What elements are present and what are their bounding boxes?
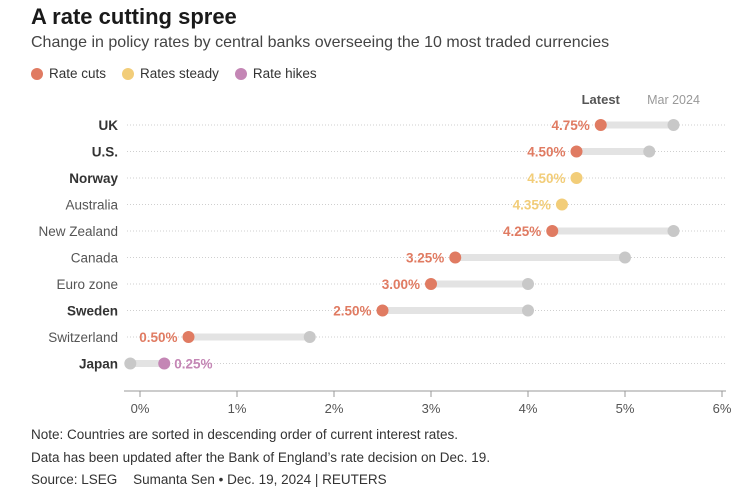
earlier-rate-dot (667, 225, 680, 237)
country-label: Switzerland (48, 330, 118, 345)
country-label: U.S. (92, 145, 118, 160)
latest-rate-dot (425, 278, 437, 290)
note-sorting: Note: Countries are sorted in descending… (31, 427, 458, 442)
country-label: Sweden (67, 304, 118, 319)
country-label: Norway (69, 171, 118, 186)
country-label: Euro zone (56, 277, 118, 292)
latest-rate-dot (570, 145, 583, 158)
latest-rate-dot (594, 119, 607, 131)
notes: Note: Countries are sorted in descending… (31, 424, 490, 492)
earlier-rate-dot (522, 278, 534, 290)
earlier-rate-dot (667, 119, 680, 131)
source: Source: LSEG (31, 472, 118, 487)
x-tick-label: 2% (325, 401, 344, 416)
rate-value-label: 4.75% (551, 118, 589, 133)
note-update: Data has been updated after the Bank of … (31, 449, 491, 465)
rate-value-label: 2.50% (333, 304, 371, 319)
x-tick-label: 3% (422, 401, 441, 416)
legend-label: Rates steady (140, 66, 219, 81)
chart-title: A rate cutting spree (31, 4, 237, 29)
country-label: Australia (65, 198, 118, 213)
legend-dot-rate-cuts-icon (31, 67, 43, 80)
earlier-rate-dot (643, 145, 656, 158)
legend-dot-rate-hikes-icon (234, 67, 247, 80)
earlier-rate-dot (303, 331, 316, 343)
earlier-rate-dot (124, 357, 137, 370)
legend-item-rate-cuts: Rate cuts (31, 66, 106, 81)
legend-item-rate-hikes: Rate hikes (234, 66, 317, 81)
x-tick-label: 5% (616, 401, 635, 416)
rate-value-label: 4.25% (503, 224, 541, 239)
latest-rate-dot (158, 357, 171, 370)
source-separator (123, 469, 127, 492)
earlier-rate-dot (619, 251, 631, 264)
byline: Sumanta Sen • Dec. 19, 2024 | REUTERS (133, 472, 387, 487)
rate-value-label: 0.25% (174, 357, 212, 372)
legend-label: Rate cuts (49, 66, 107, 81)
rate-value-label: 4.50% (527, 171, 565, 186)
country-label: Canada (71, 251, 119, 266)
latest-rate-dot (182, 331, 195, 343)
rate-value-label: 0.50% (139, 330, 177, 345)
latest-header: Latest (582, 92, 621, 107)
rate-value-label: 3.00% (382, 277, 420, 292)
earlier-rate-dot (522, 304, 534, 317)
legend: Rate cuts Rates steady Rate hikes (31, 66, 317, 81)
latest-rate-dot (376, 304, 389, 317)
country-label: UK (99, 118, 119, 133)
rate-value-label: 4.50% (527, 145, 565, 160)
latest-rate-dot (546, 225, 559, 237)
legend-dot-rates-steady-icon (122, 67, 135, 80)
x-tick-label: 0% (131, 401, 150, 416)
latest-rate-dot (555, 198, 568, 211)
country-label: Japan (79, 357, 118, 372)
dumbbell-chart: Latest Mar 2024 UK 4.75% U.S. 4.50% Norway 4.50… (38, 92, 732, 416)
latest-rate-dot (570, 172, 583, 184)
chart-subtitle: Change in policy rates by central banks … (31, 34, 610, 51)
legend-item-rates-steady: Rates steady (122, 66, 219, 81)
rate-value-label: 3.25% (406, 251, 444, 266)
rate-value-label: 4.35% (513, 198, 551, 213)
country-label: New Zealand (38, 224, 118, 239)
legend-label: Rate hikes (252, 66, 317, 81)
latest-rate-dot (449, 251, 462, 264)
x-tick-label: 4% (519, 401, 538, 416)
earlier-header: Mar 2024 (647, 93, 700, 107)
x-tick-label: 1% (228, 401, 247, 416)
source-line: Source: LSEG Sumanta Sen • Dec. 19, 2024… (31, 469, 490, 492)
x-tick-label: 6% (713, 401, 732, 416)
